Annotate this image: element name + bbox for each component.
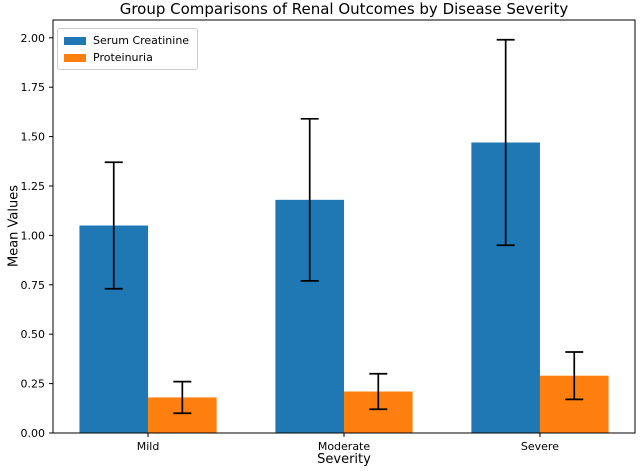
y-tick-label: 1.50	[21, 131, 46, 144]
x-tick-label: Mild	[137, 440, 160, 453]
legend-label-serum-creatinine: Serum Creatinine	[93, 34, 190, 47]
legend-item-serum-creatinine: Serum Creatinine	[64, 34, 189, 47]
y-tick-label: 1.00	[21, 229, 46, 242]
y-tick-label: 0.50	[21, 328, 46, 341]
legend-item-proteinuria: Proteinuria	[64, 51, 189, 64]
y-tick-label: 0.25	[21, 378, 46, 391]
y-tick-label: 2.00	[21, 32, 46, 45]
y-axis-label: Mean Values	[6, 184, 22, 268]
legend: Serum Creatinine Proteinuria	[57, 28, 199, 70]
y-tick-label: 1.75	[21, 81, 46, 94]
legend-swatch-proteinuria	[64, 53, 86, 62]
y-tick-label: 0.75	[21, 279, 46, 292]
y-tick-label: 0.00	[21, 427, 46, 440]
legend-swatch-serum-creatinine	[64, 36, 86, 45]
chart-title: Group Comparisons of Renal Outcomes by D…	[119, 0, 569, 18]
x-tick-label: Severe	[521, 440, 559, 453]
x-axis-label: Severity	[317, 452, 371, 467]
x-tick-label: Moderate	[318, 440, 371, 453]
y-tick-label: 1.25	[21, 180, 46, 193]
plot-border	[52, 19, 636, 434]
legend-label-proteinuria: Proteinuria	[93, 51, 153, 64]
